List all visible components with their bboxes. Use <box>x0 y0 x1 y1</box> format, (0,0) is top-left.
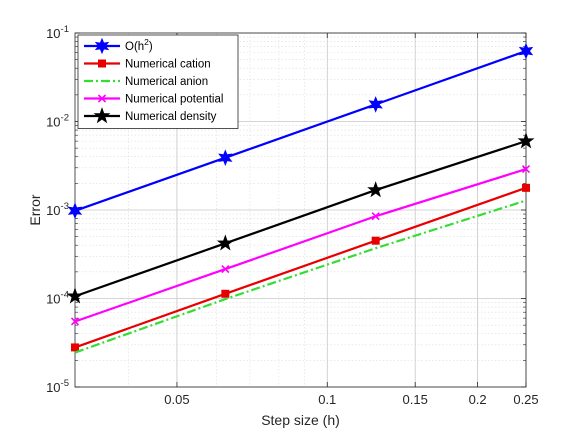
legend: O(h2) Numerical cation Numerical anion Nume… <box>77 34 239 129</box>
x-tick-label: 0.05 <box>164 392 189 407</box>
data-point <box>371 236 380 245</box>
data-point <box>518 42 534 60</box>
series-line <box>74 186 527 349</box>
y-tick-label: 10-2 <box>46 113 69 130</box>
series-4 <box>70 165 531 326</box>
y-tick-label: 10-3 <box>46 201 69 218</box>
series-line <box>74 50 527 212</box>
legend-marker <box>97 94 107 103</box>
data-point <box>368 96 383 113</box>
y-tick-label: 10-1 <box>46 24 69 41</box>
data-point <box>367 181 385 198</box>
data-point <box>216 234 234 251</box>
y-tick-label: 10-5 <box>46 378 69 395</box>
legend-label: Numerical density <box>125 111 217 123</box>
legend-item: Numerical anion <box>84 76 208 88</box>
legend-item: O(h2) <box>84 37 153 55</box>
data-point <box>71 343 79 352</box>
data-point <box>67 202 83 220</box>
data-point <box>221 289 230 298</box>
y-tick-label: 10-4 <box>46 290 69 307</box>
grid <box>75 32 527 388</box>
data-point <box>218 149 233 166</box>
x-tick-label: 0.25 <box>513 392 538 407</box>
x-tick-label: 0.1 <box>318 392 336 407</box>
legend-item: Numerical density <box>84 107 217 124</box>
legend-label: Numerical cation <box>125 59 211 71</box>
x-tick-label: 0.2 <box>469 392 487 407</box>
series-2 <box>71 183 530 352</box>
legend-marker <box>98 59 106 68</box>
data-point <box>522 183 530 192</box>
x-axis-label: Step size (h) <box>261 412 340 428</box>
legend-item: Numerical potential <box>84 94 223 106</box>
legend-marker <box>93 107 111 124</box>
series-5 <box>66 132 535 304</box>
legend-marker <box>94 37 110 55</box>
data-point <box>517 132 535 149</box>
data-point <box>70 317 80 326</box>
legend-label: Numerical potential <box>125 94 223 106</box>
series-3 <box>74 199 527 354</box>
data-point <box>521 165 531 174</box>
legend-item: Numerical cation <box>84 59 211 71</box>
series-layer <box>66 42 535 354</box>
y-axis-label: Error <box>27 194 43 225</box>
legend-label: Numerical anion <box>125 76 208 88</box>
x-tick-label: 0.15 <box>403 392 428 407</box>
data-point <box>371 212 380 221</box>
legend-label: O(h2) <box>125 37 153 53</box>
tick-labels: 0.05 0.1 0.15 0.2 0.25 10-5 10-4 10-3 10-2 10-1 <box>46 24 539 407</box>
series-line <box>74 140 527 298</box>
data-point <box>221 265 230 274</box>
series-line <box>74 168 527 323</box>
series-1 <box>67 42 534 220</box>
series-line <box>74 199 527 354</box>
data-point <box>66 287 84 304</box>
